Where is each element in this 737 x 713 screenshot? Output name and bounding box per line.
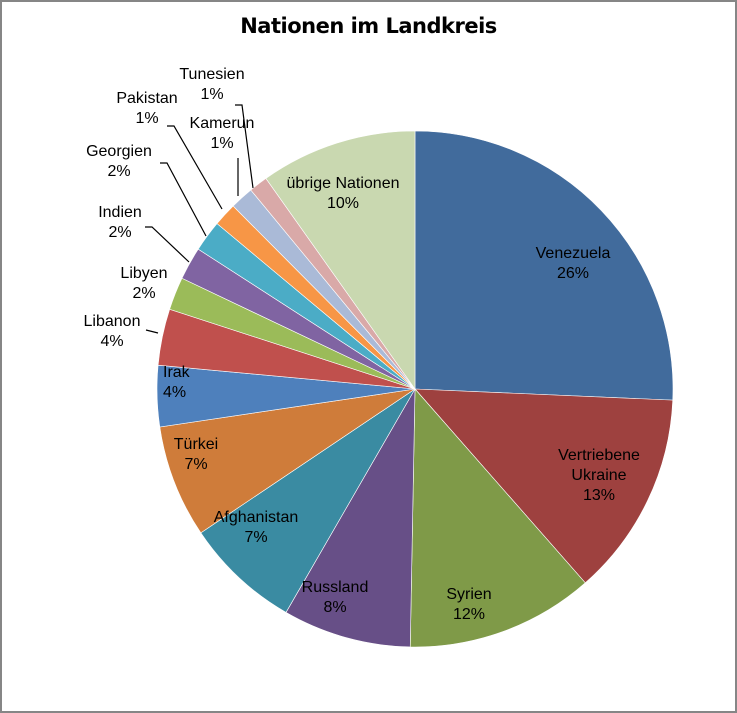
pie-slice-vertriebene-ukraine[interactable] — [414, 388, 674, 584]
data-label: übrige Nationen 10% — [287, 175, 400, 212]
data-label: Kamerun 1% — [190, 115, 255, 152]
pie-slices — [156, 130, 674, 648]
pie-slice-venezuela[interactable] — [414, 130, 674, 401]
chart-title: Nationen im Landkreis — [240, 14, 497, 38]
data-labels: Venezuela 26% Vertriebene Ukraine 13% Syrien 1… — [84, 66, 640, 623]
data-label: Afghanistan 7% — [214, 509, 299, 546]
data-label: Venezuela 26% — [536, 245, 611, 282]
leader-lines — [145, 104, 254, 334]
data-label: Vertriebene Ukraine 13% — [558, 447, 640, 504]
leader-line — [167, 125, 223, 210]
data-label: Syrien 12% — [446, 586, 491, 623]
pie-slice-russland[interactable] — [285, 388, 416, 648]
data-label: Tunesien 1% — [179, 66, 244, 103]
leader-line — [145, 329, 159, 334]
leader-line — [160, 162, 207, 237]
data-label: Indien 2% — [98, 204, 142, 241]
data-label: Russland 8% — [302, 579, 369, 616]
leader-line — [235, 104, 254, 189]
data-label: Libanon 4% — [84, 313, 141, 350]
data-label: Pakistan 1% — [116, 90, 177, 127]
pie-slice-türkei[interactable] — [159, 388, 416, 534]
data-label: Georgien 2% — [86, 143, 152, 180]
pie-slice-syrien[interactable] — [409, 388, 586, 648]
data-label: Libyen 2% — [120, 265, 167, 302]
leader-line — [145, 226, 190, 263]
pie-slice-übrige-nationen[interactable] — [265, 130, 416, 390]
data-label: Türkei 7% — [174, 436, 218, 473]
pie-slice-afghanistan[interactable] — [200, 388, 416, 613]
data-label: Irak 4% — [163, 364, 191, 401]
